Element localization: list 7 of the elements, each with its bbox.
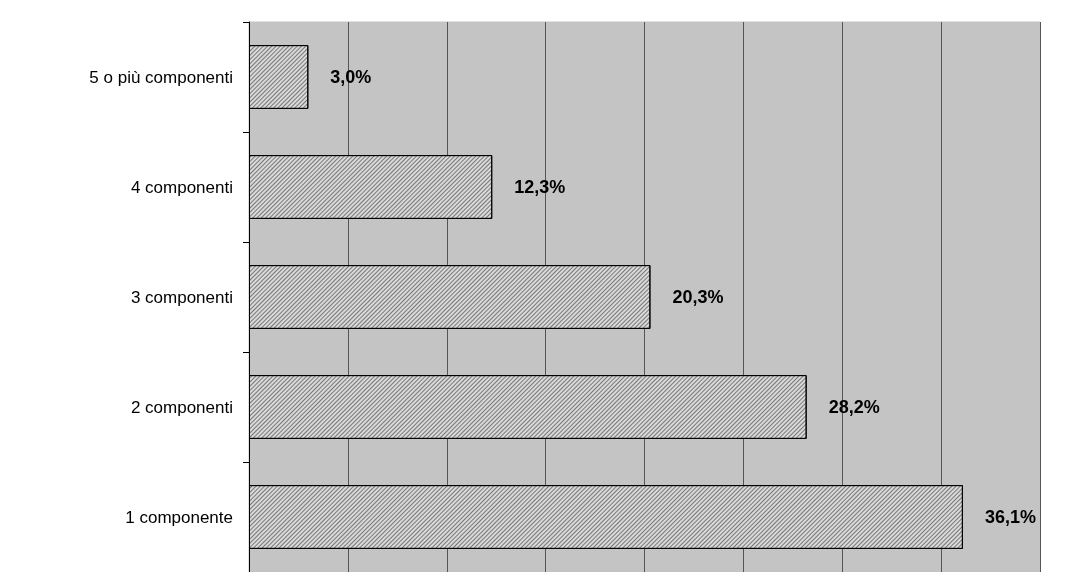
y-tick-label: 4 componenti xyxy=(130,177,233,197)
y-tick-label: 2 componenti xyxy=(130,397,233,417)
y-tick-label: 1 componente xyxy=(125,507,233,527)
y-tick-label: 3 componenti xyxy=(130,287,233,307)
data-label: 36,1% xyxy=(984,507,1036,527)
data-label: 20,3% xyxy=(672,287,724,307)
y-tick-label: 5 o più componenti xyxy=(89,67,233,87)
